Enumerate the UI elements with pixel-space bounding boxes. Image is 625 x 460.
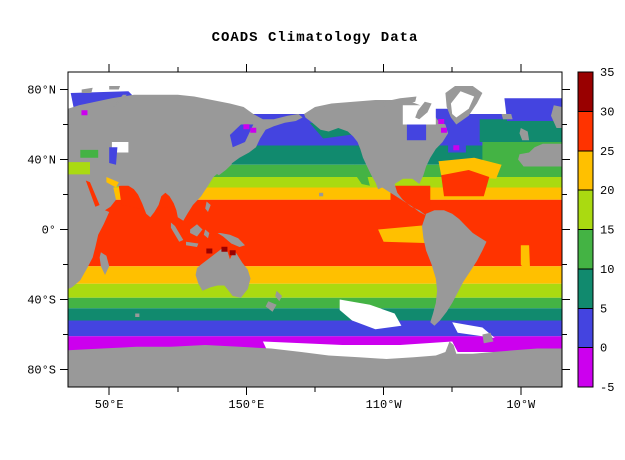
x-tick-label: 10°W bbox=[506, 398, 536, 412]
y-tick-label: 40°S bbox=[27, 294, 56, 308]
x-tick-label: 110°W bbox=[366, 398, 403, 412]
zonal-band bbox=[68, 266, 562, 284]
colorbar: -5 0 5 10 15 20 25 30 35 bbox=[577, 66, 614, 395]
figure-title: COADS Climatology Data bbox=[211, 30, 419, 46]
cold-spot bbox=[440, 127, 447, 133]
cold-spot bbox=[81, 110, 88, 116]
island-layer bbox=[135, 96, 494, 344]
borneo bbox=[190, 224, 203, 237]
zonal-band bbox=[68, 283, 562, 298]
colorbar-tick-label: 20 bbox=[600, 184, 614, 198]
colorbar-tick-label: 10 bbox=[600, 263, 614, 277]
colorbar-tick-label: 15 bbox=[600, 224, 614, 238]
hawaii bbox=[319, 192, 324, 197]
nw-atlantic-red bbox=[441, 170, 490, 197]
colorbar-cell bbox=[577, 307, 594, 349]
antarctica bbox=[68, 341, 562, 387]
caspian-sea bbox=[109, 147, 118, 165]
map-layers bbox=[68, 72, 562, 387]
arctic-archipelago bbox=[383, 96, 417, 107]
australia bbox=[195, 248, 251, 298]
antarctic-coast-missing bbox=[262, 341, 458, 356]
zonal-band bbox=[68, 297, 562, 309]
greenland-icecap-missing bbox=[450, 91, 475, 118]
y-tick-label: 80°S bbox=[27, 364, 56, 378]
colorbar-cell bbox=[577, 110, 594, 152]
persian-gulf bbox=[106, 177, 119, 188]
inland-seas bbox=[68, 124, 427, 207]
hudson-bay bbox=[406, 124, 427, 141]
spot-markers bbox=[81, 110, 460, 256]
sulawesi bbox=[203, 229, 210, 239]
japan bbox=[216, 150, 240, 176]
philippines bbox=[205, 201, 211, 212]
y-tick-label: 80°N bbox=[27, 84, 56, 98]
svalbard bbox=[81, 87, 93, 93]
kerguelen bbox=[135, 313, 140, 317]
benguela-amber bbox=[520, 245, 531, 279]
x-tick-label: 150°E bbox=[228, 398, 264, 412]
caribbean-red bbox=[390, 185, 431, 205]
colorbar-cell bbox=[577, 229, 594, 270]
colorbar-tick-label: 0 bbox=[600, 342, 607, 356]
missing-data-patches bbox=[262, 299, 495, 356]
x-tick-label: 50°E bbox=[95, 398, 124, 412]
british-isles bbox=[519, 128, 530, 141]
cold-spot bbox=[453, 145, 460, 151]
colorbar-tick-label: 5 bbox=[600, 302, 607, 316]
south-georgia-arc bbox=[482, 332, 494, 344]
sumatra bbox=[170, 222, 184, 242]
zonal-band bbox=[68, 177, 562, 188]
y-tick-label: 0° bbox=[42, 224, 56, 238]
novaya-zemlya bbox=[113, 94, 127, 107]
red-sea bbox=[85, 180, 100, 207]
zonal-band bbox=[68, 320, 562, 337]
y-tick-label: 40°N bbox=[27, 154, 56, 168]
europe-west bbox=[518, 143, 562, 167]
zonal-band bbox=[68, 199, 562, 267]
norwegian-sea-blue bbox=[504, 98, 562, 121]
sea-of-okhotsk bbox=[229, 124, 254, 148]
franz-josef-land bbox=[109, 86, 121, 90]
new-zealand-north bbox=[275, 290, 283, 302]
colorbar-tick-label: -5 bbox=[600, 381, 614, 395]
cold-spot bbox=[250, 127, 257, 133]
drake-passage-missing bbox=[452, 322, 495, 338]
java bbox=[186, 241, 199, 247]
colorbar-cell bbox=[577, 189, 594, 230]
baffin-island bbox=[415, 101, 432, 120]
california-green bbox=[353, 164, 370, 186]
colorbar-tick-label: 35 bbox=[600, 66, 614, 80]
south-pacific-missing bbox=[339, 299, 402, 330]
mediterranean bbox=[68, 162, 90, 175]
madagascar bbox=[99, 252, 110, 275]
south-america bbox=[422, 210, 487, 326]
colorbar-cell bbox=[577, 150, 594, 191]
colorbar-cell bbox=[577, 268, 594, 309]
cold-spot bbox=[438, 119, 445, 124]
iceland bbox=[501, 114, 513, 120]
warm-pool-max bbox=[229, 250, 236, 256]
colorbar-tick-label: 25 bbox=[600, 145, 614, 159]
new-guinea bbox=[217, 233, 245, 247]
axes: 50°E 150°E 110°W 10°W 80°N 40°N 0° 40°S 80°S bbox=[27, 64, 570, 412]
warm-pool-max bbox=[206, 248, 213, 254]
new-zealand-south bbox=[265, 301, 277, 312]
colorbar-tick-label: 30 bbox=[600, 105, 614, 119]
scandinavia-west bbox=[551, 105, 562, 128]
cold-spot bbox=[243, 124, 250, 130]
colorbar-cell bbox=[577, 71, 594, 112]
zonal-band bbox=[68, 308, 562, 321]
colorbar-cell bbox=[577, 347, 594, 388]
black-sea bbox=[80, 149, 99, 158]
warm-pool-max bbox=[221, 246, 228, 252]
